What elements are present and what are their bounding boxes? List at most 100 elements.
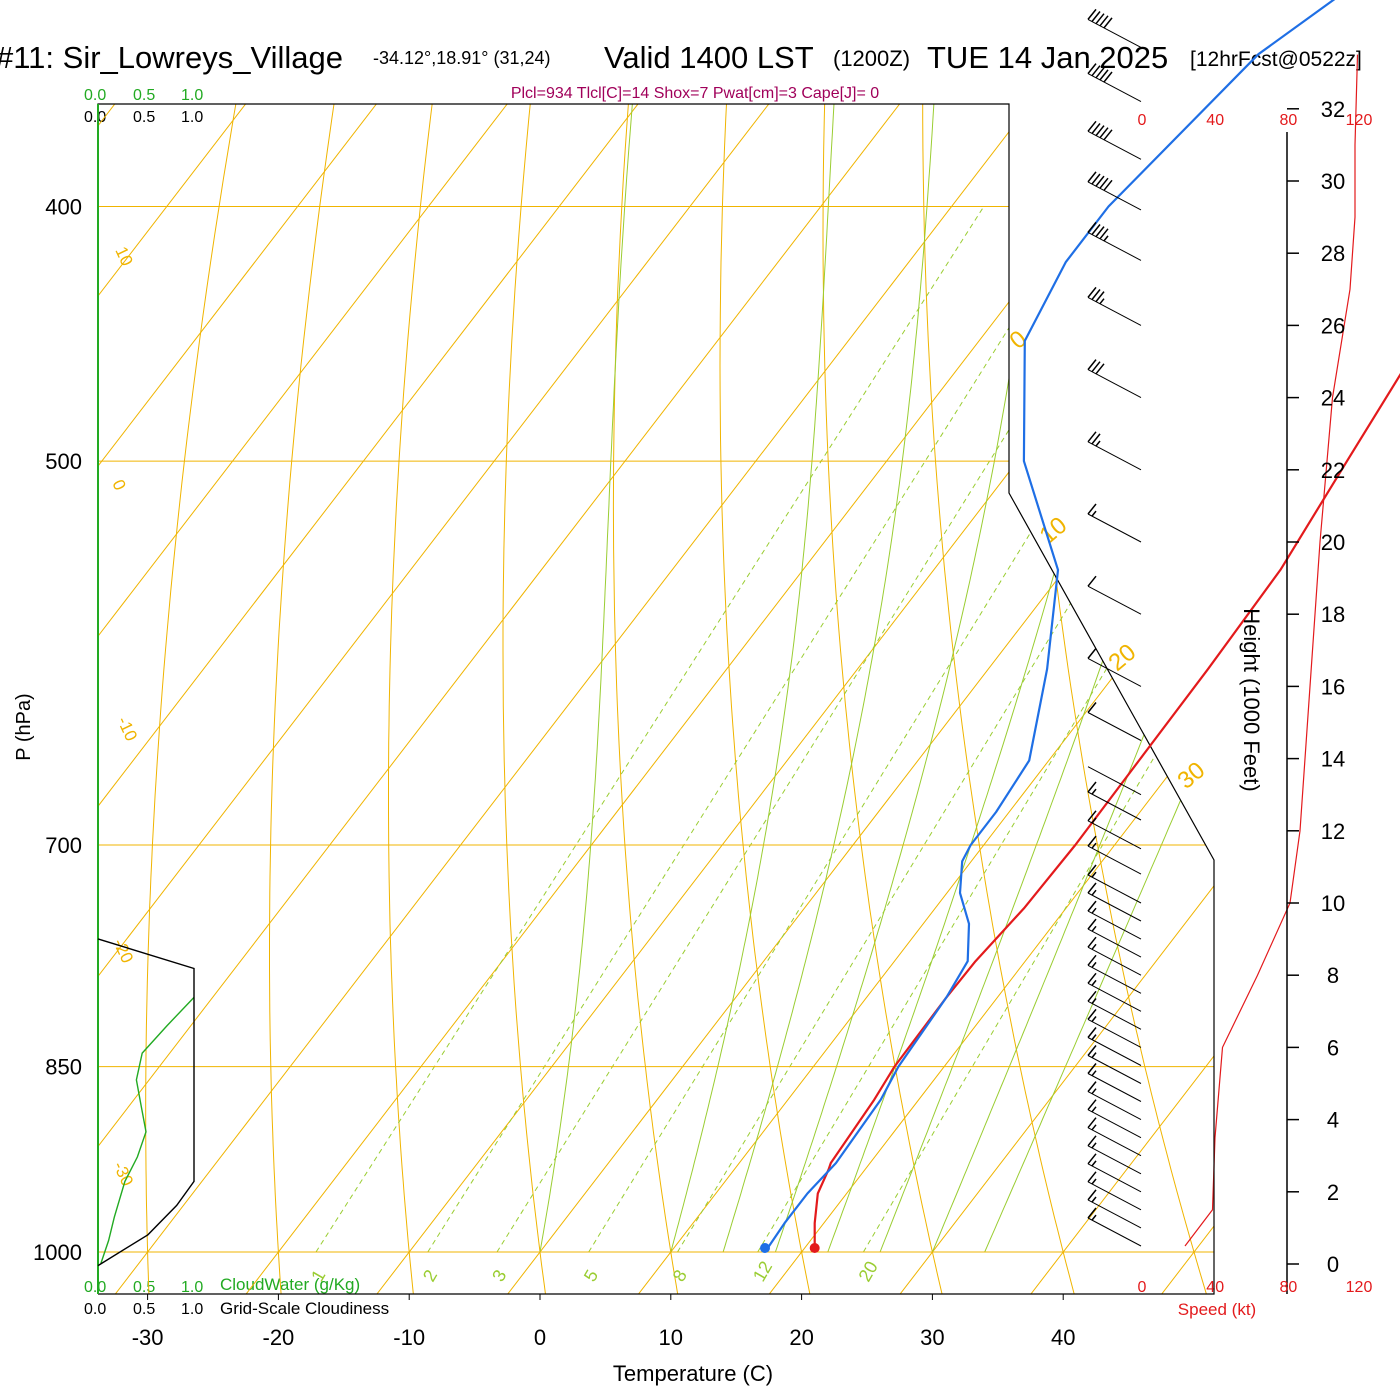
wind-barb-half-flag <box>1091 1070 1097 1077</box>
isotherm <box>104 104 1214 1294</box>
wind-barb-staff <box>1087 441 1142 471</box>
wind-barb-flag <box>1095 363 1105 375</box>
speed-tick-label-bottom: 40 <box>1206 1279 1224 1296</box>
cloudiness-scale-05-bottom: 0.5 <box>133 1301 155 1318</box>
wind-barb-flag <box>1091 11 1101 22</box>
wind-barb-half-flag <box>1091 907 1097 914</box>
wind-barb-flag <box>1087 954 1097 966</box>
wind-barb-flag <box>1087 1189 1097 1201</box>
wind-barb-flag <box>1087 1207 1097 1219</box>
height-tick-label: 18 <box>1321 602 1345 627</box>
height-tick-label: 30 <box>1321 169 1345 194</box>
speed-tick-label-bottom: 80 <box>1280 1279 1298 1296</box>
speed-axis-title: Speed (kt) <box>1178 1300 1256 1319</box>
isotherm <box>1020 104 1214 1294</box>
isotherm <box>98 104 1046 1294</box>
wind-barb-flag <box>1091 224 1101 235</box>
x-tick-label: -30 <box>132 1325 164 1350</box>
wind-barb-staff <box>1087 1127 1142 1157</box>
wind-barb-staff <box>1087 982 1142 1012</box>
wind-barb-half-flag <box>1091 1034 1097 1041</box>
wind-barb-flag <box>1091 65 1101 77</box>
speed-profile-line <box>1184 54 1359 1247</box>
speed-tick-label-top: 80 <box>1280 112 1298 129</box>
wind-barb-half-flag <box>1091 979 1097 986</box>
wind-barb-half-flag <box>1091 943 1097 950</box>
wind-barb-half-flag <box>1091 1088 1097 1095</box>
cloudwater-scale-1-top: 1.0 <box>181 87 203 104</box>
wind-barb-flag <box>1095 226 1105 238</box>
speed-tick-label-top: 0 <box>1138 112 1147 129</box>
isotherm <box>889 104 1214 1294</box>
wind-barb-flag <box>1103 71 1113 83</box>
wind-barb-flag <box>1087 810 1097 822</box>
plot-frame <box>97 103 1215 1295</box>
dry-adiabat <box>719 104 814 1294</box>
x-tick-label: 10 <box>659 1325 683 1350</box>
wind-barb-flag <box>1087 702 1097 713</box>
wind-barb-flag <box>1087 1099 1097 1111</box>
wind-barb-staff <box>1087 73 1142 103</box>
wind-barb-flag <box>1087 972 1097 984</box>
wind-barb-flag <box>1087 120 1097 132</box>
wind-barb-staff <box>1087 845 1142 875</box>
pressure-tick-label: 850 <box>45 1055 82 1080</box>
wind-barb-half-flag <box>1091 998 1097 1004</box>
dry-adiabat <box>1112 104 1214 1294</box>
dry-adiabat <box>388 104 519 1294</box>
cloudiness-scale-1-bottom: 1.0 <box>181 1301 203 1318</box>
wind-barb-half-flag <box>1091 1196 1097 1203</box>
zulu-time: (1200Z) <box>833 46 910 71</box>
mixing-ratio-label: 20 <box>855 1258 882 1285</box>
wind-barb-half-flag <box>1095 440 1101 447</box>
x-axis-title: Temperature (C) <box>613 1361 773 1386</box>
mixing-ratio-line <box>588 206 1214 1253</box>
wind-barb-staff <box>1087 1163 1142 1193</box>
wind-barb-staff <box>1087 1217 1142 1247</box>
speed-tick-label-bottom: 120 <box>1346 1279 1373 1296</box>
wind-barb-flag <box>1099 69 1109 81</box>
dry-adiabat <box>922 104 1079 1294</box>
wind-barb-flag <box>1087 359 1097 371</box>
pressure-tick-label: 400 <box>45 195 82 220</box>
height-tick-label: 16 <box>1321 674 1345 699</box>
wind-barb-flag <box>1099 177 1109 189</box>
wind-barb-flag <box>1091 289 1101 300</box>
wind-barb-staff <box>1087 712 1142 741</box>
x-tick-label: 40 <box>1051 1325 1075 1350</box>
wind-barb-half-flag <box>1091 871 1097 878</box>
cloudwater-scale-0-top: 0.0 <box>84 87 106 104</box>
height-tick-label: 6 <box>1327 1035 1339 1060</box>
wind-barb-flag <box>1087 575 1097 587</box>
height-tick-label: 10 <box>1321 891 1345 916</box>
wind-barb-flag <box>1091 173 1101 185</box>
height-tick-label: 14 <box>1321 747 1345 772</box>
wind-barb-staff <box>1087 964 1142 994</box>
x-tick-label: 20 <box>789 1325 813 1350</box>
wind-barb-half-flag <box>1091 889 1097 896</box>
wind-barb-flag <box>1087 1135 1097 1147</box>
wind-barb-staff <box>1087 1199 1142 1229</box>
wind-barb-flag <box>1087 864 1097 876</box>
dry-adiabat <box>502 104 605 1294</box>
wind-barb-flag <box>1087 781 1097 793</box>
dry-adiabat-label-left: -10 <box>113 714 141 744</box>
wind-barb-flag <box>1087 918 1097 930</box>
mixing-ratio-label: 12 <box>749 1258 776 1285</box>
mixing-ratio-label: 3 <box>488 1266 510 1285</box>
wind-barb-staff <box>1087 1037 1142 1066</box>
wind-barb-staff <box>1087 1073 1142 1102</box>
wind-barb-flag <box>1095 125 1105 137</box>
background-lines <box>98 104 1214 1294</box>
isotherm <box>235 104 1214 1294</box>
mixing-ratio-line <box>496 206 1149 1253</box>
wind-barb-flag <box>1095 291 1105 303</box>
wind-barb-flag <box>1087 1045 1097 1056</box>
wind-barb-flag <box>1087 171 1097 183</box>
pressure-tick-label: 700 <box>45 833 82 858</box>
cloudiness-scale-05-top: 0.5 <box>133 109 155 126</box>
height-tick-label: 8 <box>1327 963 1339 988</box>
wind-barb-staff <box>1087 1109 1142 1139</box>
wind-barb-staff <box>1087 1181 1142 1211</box>
